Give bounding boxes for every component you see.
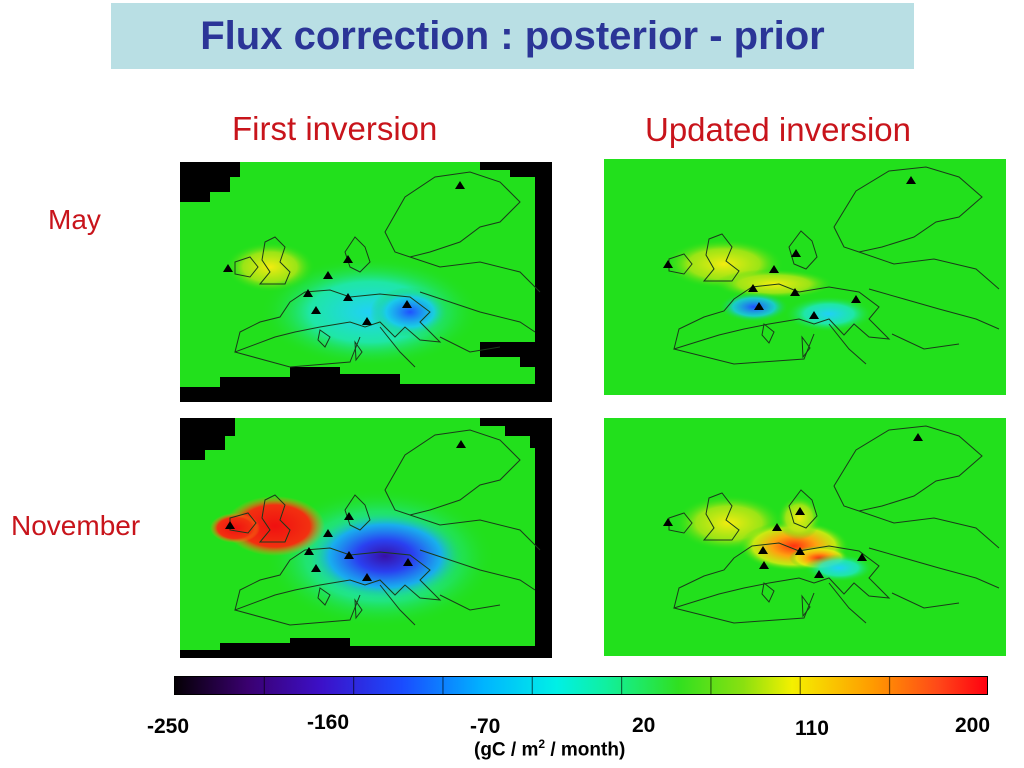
colorbar-tick-label: 200 <box>955 714 991 737</box>
units-exponent: 2 <box>538 737 546 751</box>
units-suffix: / month) <box>545 739 626 761</box>
map-first-inversion-may <box>180 162 552 402</box>
row-label-may: May <box>48 204 101 235</box>
page-title: Flux correction : posterior - prior <box>200 13 825 58</box>
map-canvas <box>180 418 552 658</box>
colorbar-ticks <box>263 677 891 694</box>
units-prefix: (gC / m <box>474 739 539 761</box>
colorbar <box>174 676 988 695</box>
map-canvas <box>180 162 552 402</box>
colorbar-tick-label: -160 <box>307 711 350 734</box>
colorbar-units: (gC / m2 / month) <box>474 737 625 761</box>
map-first-inversion-november <box>180 418 552 658</box>
row-label-november: November <box>11 510 141 541</box>
colorbar-tick-label: 20 <box>632 714 656 737</box>
column-label-first-inversion: First inversion <box>232 110 438 147</box>
map-updated-inversion-may <box>604 159 1006 395</box>
colorbar-tick-label: 110 <box>795 717 829 740</box>
map-updated-inversion-november <box>604 418 1006 656</box>
column-label-updated-inversion: Updated inversion <box>645 111 911 148</box>
map-canvas <box>604 418 1006 656</box>
colorbar-tick-label: -70 <box>470 715 501 738</box>
map-canvas <box>604 159 1006 395</box>
colorbar-tick-label: -250 <box>147 715 190 738</box>
title-banner: Flux correction : posterior - prior <box>111 3 914 69</box>
